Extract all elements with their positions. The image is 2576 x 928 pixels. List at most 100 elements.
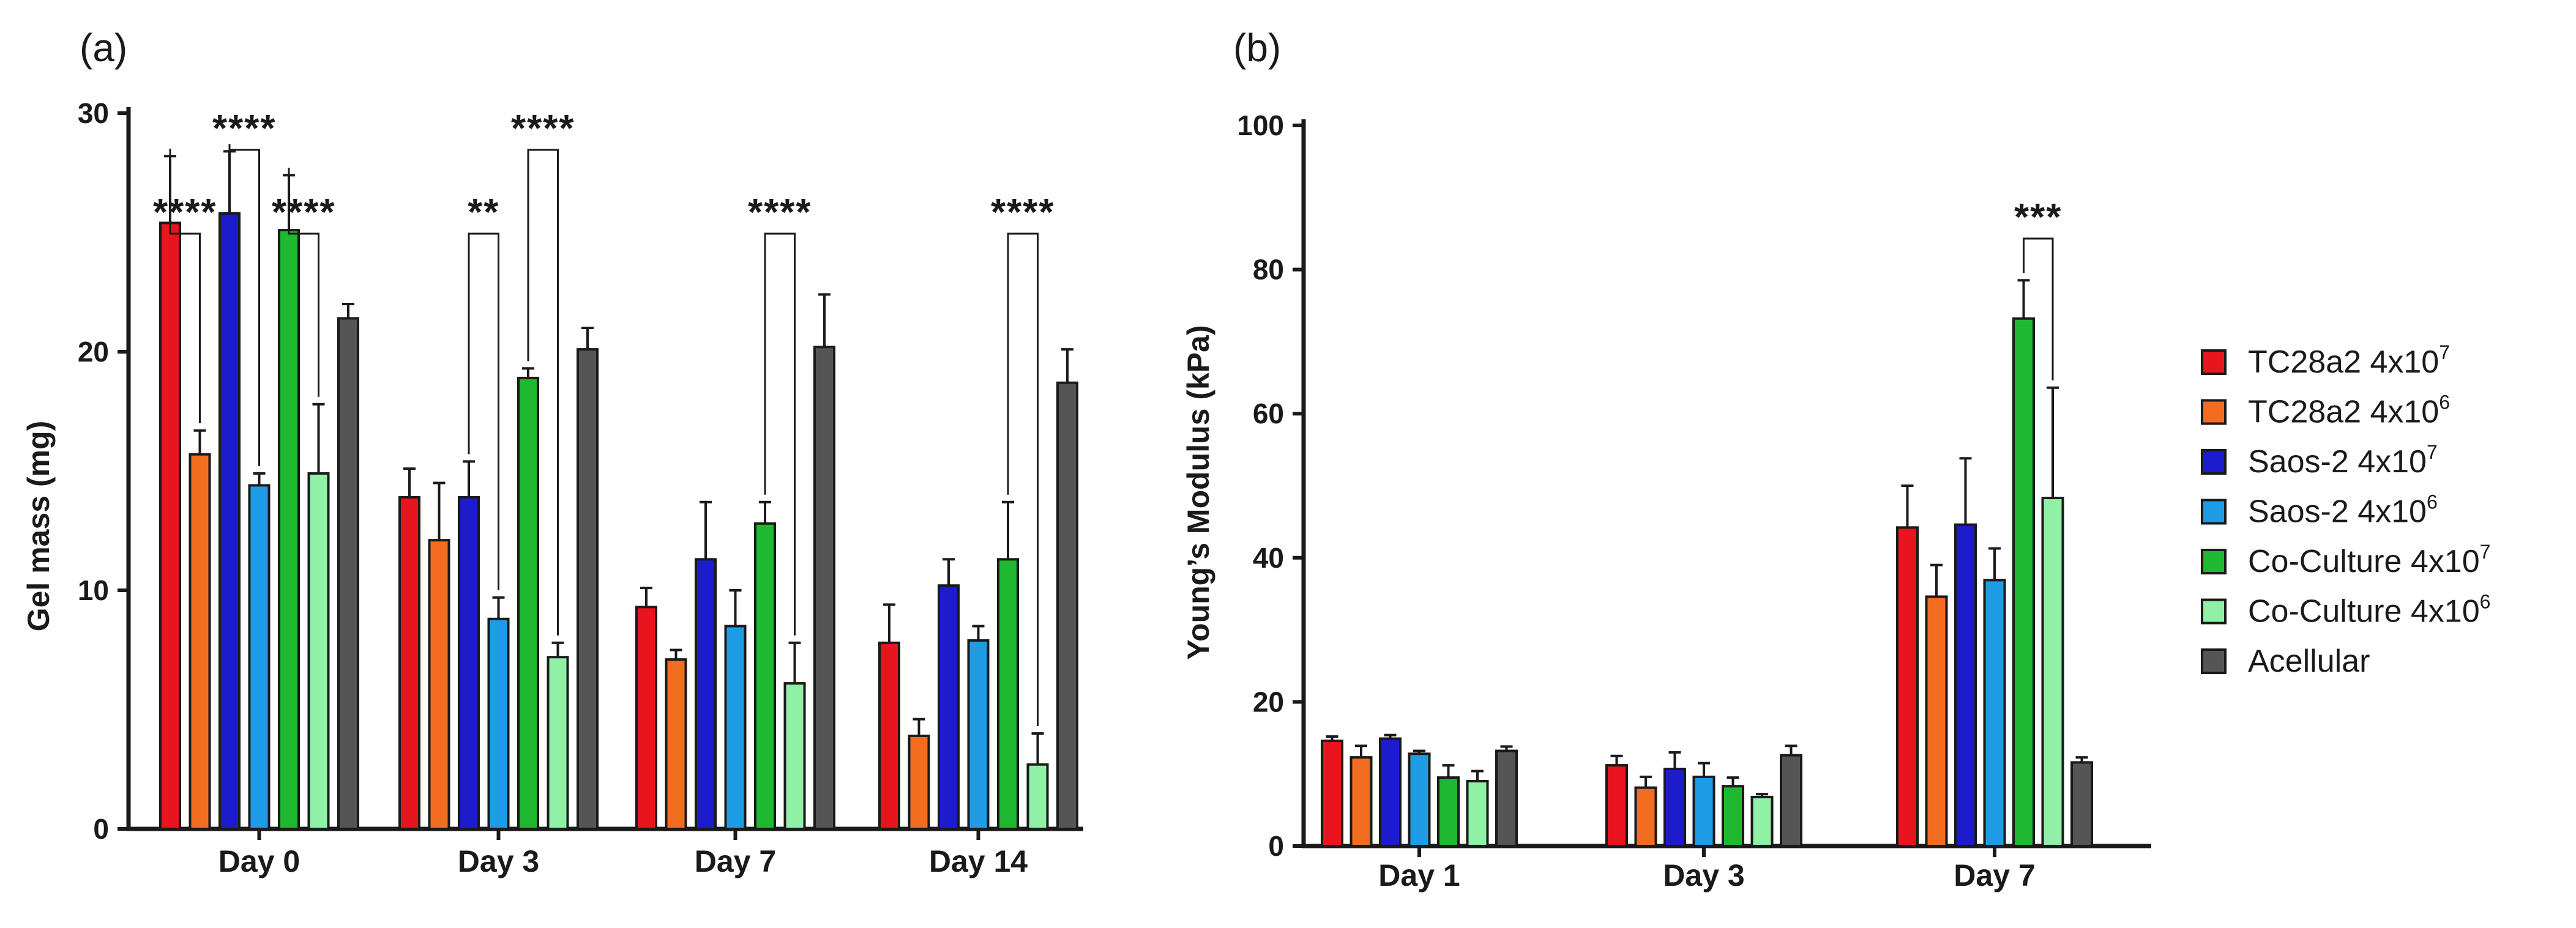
bar-b-day-3-series-1 [1634,786,1657,848]
bar-b-day-7-series-1 [1925,595,1948,847]
bar-a-day-3-series-2 [458,496,480,830]
panel-a-category-label: Day 14 [929,844,1028,878]
legend-swatch-0 [2201,349,2227,375]
bar-a-day-7-series-2 [695,558,717,830]
significance-bracket-a-5 [764,232,796,636]
significance-label-a-6: **** [991,191,1055,234]
bar-a-day-7-series-5 [783,682,806,830]
significance-bracket-a-2 [288,168,319,397]
legend: TC28a2 4x107 TC28a2 4x106 Saos-2 4x107 Saos… [2201,341,2490,679]
legend-label-0: TC28a2 4x107 [2248,341,2450,380]
legend-exponent-5: 6 [2480,591,2491,613]
panel-a-category-label: Day 0 [218,844,300,878]
bar-b-day-7-series-0 [1896,526,1919,847]
bar-a-day-0-series-6 [337,317,359,830]
panel-a-y-tick-label: 0 [93,813,109,845]
significance-bracket-a-0 [169,149,201,423]
panel-b-y-tick-label: 80 [1253,254,1284,286]
legend-swatch-3 [2201,499,2227,525]
panel-b-y-tick-label: 0 [1268,830,1284,862]
bar-a-day-0-series-2 [218,212,241,830]
bar-b-day-7-series-5 [2041,497,2064,847]
legend-exponent-1: 6 [2439,392,2450,414]
legend-swatch-2 [2201,449,2227,475]
legend-label-4: Co-Culture 4x107 [2248,541,2490,579]
panel-b-plot-area: 0 20 40 60 80 100 Day 1 Day 3 Day 7 *** [1237,110,2151,893]
bar-b-day-1-series-6 [1495,749,1518,848]
panel-b-category-label: Day 7 [1954,858,2035,893]
bar-b-day-7-series-4 [2012,317,2035,847]
bar-a-day-14-series-6 [1056,381,1078,830]
bar-a-day-7-series-6 [813,346,835,830]
panel-b-y-tick-label: 20 [1253,686,1284,718]
bar-b-day-1-series-1 [1350,756,1373,847]
bar-b-day-1-series-2 [1379,737,1402,848]
legend-label-5: Co-Culture 4x106 [2248,591,2490,629]
bar-b-day-1-series-0 [1321,740,1343,847]
bar-a-day-3-series-0 [398,496,420,830]
bar-a-day-14-series-1 [908,734,930,831]
bar-a-day-14-series-4 [997,558,1019,830]
legend-swatch-4 [2201,549,2227,574]
significance-label-a-5: **** [748,191,812,234]
legend-exponent-3: 6 [2427,491,2438,513]
bar-a-day-3-series-4 [517,376,539,830]
panel-a-category-label: Day 3 [458,844,539,878]
bar-a-day-3-series-6 [577,348,599,830]
legend-exponent-4: 7 [2480,541,2491,563]
panel-b-category-label: Day 3 [1663,858,1744,893]
significance-bracket-a-6 [1007,232,1039,726]
bar-a-day-14-series-5 [1026,763,1049,830]
significance-label-a-4: **** [511,108,575,150]
panel-a-y-tick-label: 10 [78,574,109,606]
bar-a-day-7-series-3 [724,625,747,830]
significance-label-b-0: *** [2014,196,2062,239]
bar-b-day-1-series-3 [1408,752,1431,847]
panel-b-letter: (b) [1233,26,1281,70]
significance-label-a-2: **** [272,191,336,234]
bar-a-day-14-series-2 [938,584,960,830]
panel-a-category-label: Day 7 [695,844,776,878]
panel-a-y-tick-label: 20 [78,336,109,368]
bar-a-day-7-series-1 [665,658,687,830]
bar-b-day-1-series-5 [1466,779,1489,847]
panel-b-y-axis-title: Young’s Modulus (kPa) [1181,325,1215,659]
bar-b-day-3-series-0 [1605,764,1628,847]
significance-label-a-0: **** [153,191,217,234]
bar-a-day-3-series-1 [428,539,450,830]
legend-label-2: Saos-2 4x107 [2248,441,2438,480]
panel-a-y-tick-label: 30 [78,97,109,129]
legend-label-1: TC28a2 4x106 [2248,392,2450,430]
bar-a-day-0-series-1 [189,453,211,830]
bar-b-day-7-series-6 [2070,761,2093,848]
bar-b-day-3-series-5 [1750,795,1774,847]
bar-a-day-3-series-5 [547,656,569,830]
bar-b-day-3-series-3 [1692,775,1715,847]
bar-a-day-0-series-4 [278,229,300,831]
panel-a-letter: (a) [80,26,127,70]
legend-swatch-1 [2201,399,2227,425]
bar-b-day-3-series-4 [1722,785,1744,847]
bar-a-day-7-series-0 [635,606,657,830]
bar-b-day-3-series-2 [1663,767,1686,847]
legend-exponent-0: 7 [2439,341,2450,363]
panel-b-y-tick-label: 100 [1237,110,1284,141]
bar-a-day-0-series-3 [248,484,271,830]
bar-a-day-0-series-5 [307,472,330,830]
panel-a-y-axis-title: Gel mass (mg) [21,421,56,632]
panel-b-y-tick-label: 40 [1253,542,1284,574]
bar-b-day-7-series-3 [1983,579,2006,847]
bar-a-day-14-series-0 [878,641,900,831]
bar-a-day-14-series-3 [967,639,990,831]
significance-label-a-3: ** [468,191,499,234]
legend-swatch-6 [2201,648,2227,674]
significance-bracket-a-4 [527,149,559,636]
significance-bracket-a-1 [228,144,260,466]
bar-a-day-7-series-4 [754,522,776,830]
panel-b-category-label: Day 1 [1378,858,1460,893]
legend-exponent-2: 7 [2427,441,2438,463]
bar-b-day-3-series-6 [1780,754,1802,848]
